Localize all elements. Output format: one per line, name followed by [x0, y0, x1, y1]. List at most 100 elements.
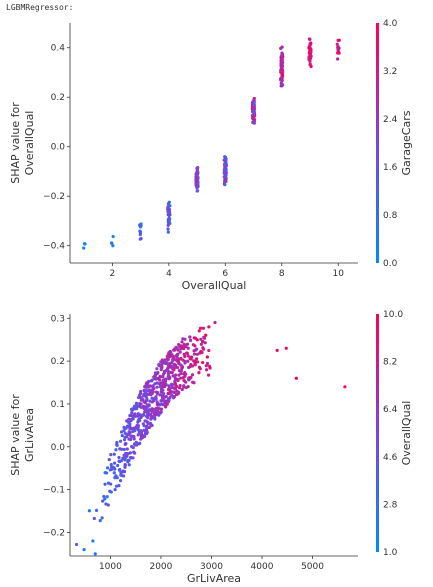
data-point [181, 376, 185, 380]
data-point [193, 363, 197, 367]
data-point [183, 361, 187, 365]
data-point [188, 364, 192, 369]
data-point [102, 494, 106, 499]
data-point [112, 471, 116, 475]
data-point [159, 399, 163, 403]
data-point [153, 396, 157, 401]
data-point [201, 346, 205, 350]
data-point [166, 371, 170, 375]
data-point [154, 390, 159, 394]
data-point [82, 547, 86, 552]
data-point [83, 242, 87, 246]
data-point [138, 222, 142, 227]
data-point [139, 402, 143, 406]
data-point [112, 461, 117, 465]
data-point [171, 374, 175, 378]
data-point [175, 365, 180, 370]
data-point [144, 426, 149, 431]
colorbar-tick-label: 4.6 [383, 453, 398, 463]
data-point [130, 411, 134, 415]
data-point [176, 392, 180, 396]
data-point [134, 442, 138, 446]
data-point [133, 405, 138, 409]
data-point [158, 402, 163, 406]
data-point [224, 171, 228, 175]
data-point [181, 337, 185, 341]
x-tick-label: 10 [333, 269, 345, 279]
data-point [146, 414, 150, 418]
data-point [142, 428, 146, 432]
data-point [139, 396, 143, 400]
data-point [110, 241, 114, 245]
data-point [337, 38, 341, 42]
data-point [182, 378, 186, 382]
data-point [180, 387, 184, 392]
data-point [151, 384, 155, 388]
data-point [118, 467, 122, 472]
data-point [175, 346, 179, 350]
data-point [146, 392, 151, 396]
data-point [150, 410, 154, 414]
data-point [143, 385, 147, 389]
data-point [138, 441, 142, 445]
data-point [134, 414, 138, 418]
data-point [280, 71, 284, 76]
data-point [199, 337, 203, 341]
data-point [169, 382, 174, 386]
data-point [125, 419, 129, 423]
data-point [172, 355, 176, 359]
data-point [186, 377, 191, 381]
data-point [167, 384, 171, 388]
data-point [155, 402, 159, 406]
data-point [123, 442, 127, 446]
data-point [223, 177, 228, 181]
data-point [307, 37, 312, 41]
data-point [113, 476, 117, 480]
data-point [87, 509, 91, 513]
data-point [105, 466, 110, 470]
x-axis-label: GrLivArea [187, 572, 241, 585]
data-point [180, 366, 184, 370]
data-point [158, 411, 163, 415]
data-point [188, 338, 193, 342]
data-point [150, 378, 154, 382]
colorbar-tick-label: 8.2 [383, 358, 397, 368]
data-point [191, 343, 195, 347]
data-point [166, 357, 170, 362]
y-tick-label: 0.2 [51, 357, 65, 367]
data-point [201, 339, 205, 344]
colorbar [376, 23, 379, 263]
data-point [132, 437, 136, 441]
data-point [154, 377, 158, 381]
data-point [122, 428, 126, 433]
colorbar-tick-label: 1.6 [383, 163, 398, 173]
data-point [223, 166, 227, 170]
data-point [138, 237, 142, 241]
data-point [189, 357, 193, 361]
data-point [126, 458, 130, 462]
data-point [166, 209, 170, 214]
data-point [173, 363, 178, 367]
data-point [250, 107, 254, 111]
data-point [207, 348, 211, 353]
data-point [177, 361, 181, 365]
data-point [103, 471, 107, 475]
data-point [74, 542, 79, 547]
data-point [167, 213, 171, 217]
data-point [196, 165, 200, 170]
colorbar-tick-label: 2.8 [383, 500, 398, 510]
data-point [193, 359, 197, 364]
data-point [213, 320, 217, 325]
data-point [122, 438, 127, 442]
data-point [167, 200, 171, 204]
data-point [149, 423, 153, 427]
data-point [185, 351, 189, 355]
x-tick-label: 5000 [301, 562, 324, 572]
data-point [130, 435, 134, 439]
data-point [335, 42, 339, 46]
data-point [176, 377, 180, 381]
data-point [164, 405, 168, 409]
data-point [191, 380, 195, 384]
data-point [194, 357, 199, 361]
data-point [111, 234, 115, 239]
